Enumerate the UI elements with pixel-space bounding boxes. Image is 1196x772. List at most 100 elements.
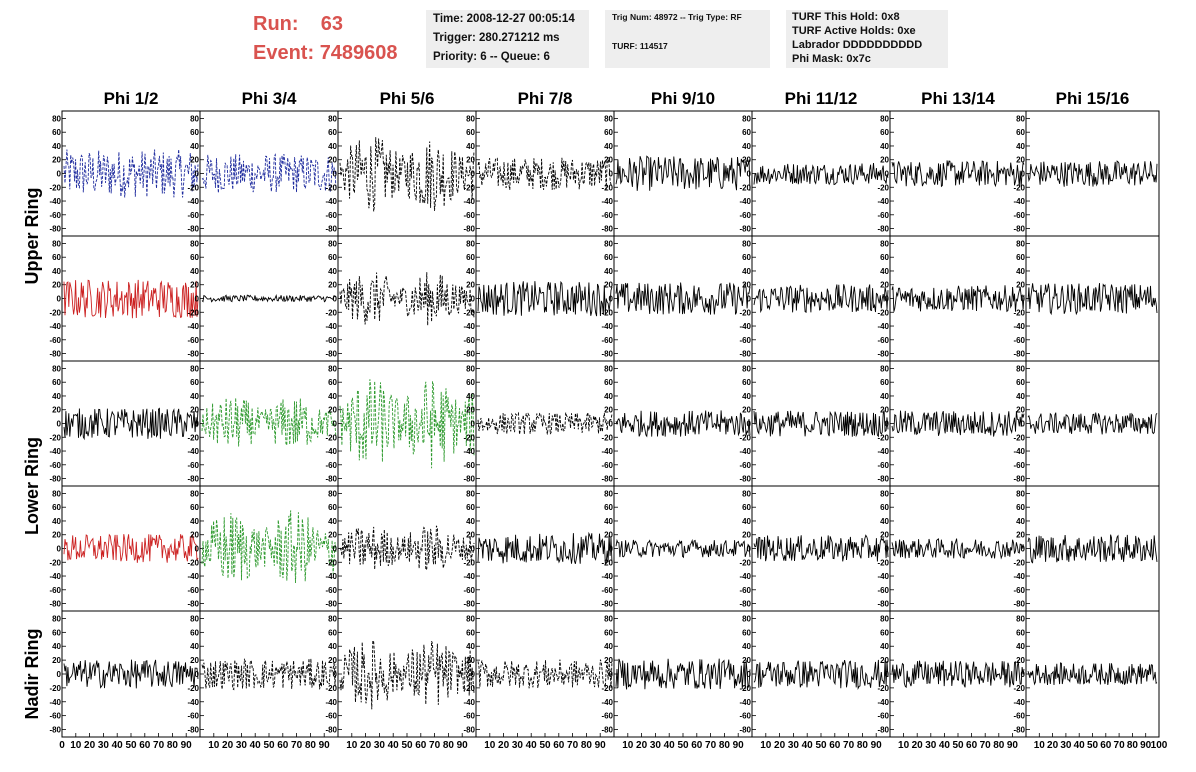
- waveform-trace: [891, 538, 1025, 560]
- y-tick-label: 80: [742, 114, 751, 123]
- y-tick-label: 40: [742, 142, 751, 151]
- y-tick-label: 20: [328, 156, 337, 165]
- waveform-trace: [477, 659, 613, 689]
- y-tick-label: -40: [325, 197, 337, 206]
- y-tick-label: 60: [190, 503, 199, 512]
- y-tick-label: 0: [195, 170, 200, 179]
- y-tick-label: 40: [52, 642, 61, 651]
- y-tick-label: -60: [49, 461, 61, 470]
- panel-frame: [1025, 360, 1160, 487]
- row-header: Nadir Ring: [22, 628, 42, 719]
- y-tick-label: -80: [1013, 225, 1025, 234]
- row-header: Lower Ring: [22, 437, 42, 535]
- y-tick-label: 0: [57, 670, 62, 679]
- panel-frame: [1025, 110, 1160, 237]
- y-tick-label: -40: [877, 698, 889, 707]
- y-tick-label: 20: [742, 406, 751, 415]
- y-tick-label: -80: [463, 225, 475, 234]
- y-tick-label: 40: [880, 392, 889, 401]
- y-tick-label: 0: [747, 545, 752, 554]
- y-tick-label: -60: [463, 712, 475, 721]
- x-tick-label: 80: [167, 740, 179, 751]
- y-tick-label: 40: [328, 517, 337, 526]
- waveform-trace: [63, 533, 199, 563]
- y-tick-label: 20: [52, 156, 61, 165]
- y-tick-label: 40: [466, 392, 475, 401]
- x-tick-label: 40: [526, 740, 538, 751]
- y-tick-label: -40: [463, 447, 475, 456]
- y-tick-label: -60: [739, 586, 751, 595]
- y-tick-label: -20: [463, 183, 475, 192]
- y-tick-label: 60: [328, 253, 337, 262]
- y-tick-label: 0: [471, 170, 476, 179]
- y-tick-label: -40: [1013, 572, 1025, 581]
- waveform-trace: [891, 285, 1025, 313]
- y-tick-label: -40: [1013, 197, 1025, 206]
- priority-text: Priority: 6 -- Queue: 6: [433, 51, 550, 63]
- phi-mask-text: Phi Mask: 0x7c: [792, 53, 871, 65]
- x-tick-label: 90: [733, 740, 745, 751]
- y-tick-label: 80: [1016, 489, 1025, 498]
- event-label: Event:: [253, 42, 315, 64]
- y-tick-label: 80: [328, 364, 337, 373]
- y-tick-label: -80: [877, 350, 889, 359]
- x-tick-label: 50: [952, 740, 964, 751]
- y-tick-label: 40: [328, 142, 337, 151]
- y-tick-label: 60: [880, 378, 889, 387]
- y-tick-label: 60: [466, 128, 475, 137]
- y-tick-label: -40: [1013, 698, 1025, 707]
- x-tick-label: 10: [208, 740, 220, 751]
- x-tick-label: 60: [139, 740, 151, 751]
- y-tick-label: -80: [877, 600, 889, 609]
- y-tick-label: 80: [742, 489, 751, 498]
- waveform-trace: [615, 538, 751, 559]
- y-tick-label: -80: [49, 600, 61, 609]
- column-header: Phi 11/12: [785, 89, 858, 108]
- y-tick-label: 40: [52, 392, 61, 401]
- y-tick-label: -40: [49, 447, 61, 456]
- y-tick-label: -20: [463, 684, 475, 693]
- y-tick-label: 20: [742, 656, 751, 665]
- y-tick-label: 0: [609, 420, 614, 429]
- y-tick-label: -40: [49, 322, 61, 331]
- y-tick-label: 80: [742, 614, 751, 623]
- waveform-trace: [339, 137, 475, 212]
- y-tick-label: 40: [190, 142, 199, 151]
- y-tick-label: 0: [471, 420, 476, 429]
- y-tick-label: -60: [739, 336, 751, 345]
- y-tick-label: -20: [877, 558, 889, 567]
- y-tick-label: 0: [885, 295, 890, 304]
- panel-frame: [199, 110, 339, 237]
- y-tick-label: -80: [877, 475, 889, 484]
- y-tick-label: 80: [466, 489, 475, 498]
- x-tick-label: 90: [595, 740, 607, 751]
- y-tick-label: -20: [49, 684, 61, 693]
- y-tick-label: -20: [877, 433, 889, 442]
- y-tick-label: -60: [325, 712, 337, 721]
- y-tick-label: 0: [1021, 295, 1026, 304]
- trigger-text: Trigger: 280.271212 ms: [433, 32, 560, 44]
- y-tick-label: -80: [463, 726, 475, 735]
- y-tick-label: -80: [1013, 475, 1025, 484]
- waveform-trace: [615, 282, 751, 315]
- y-tick-label: 60: [466, 378, 475, 387]
- y-tick-label: 20: [604, 656, 613, 665]
- y-tick-label: 20: [328, 531, 337, 540]
- y-tick-label: 60: [52, 253, 61, 262]
- y-tick-label: 0: [885, 420, 890, 429]
- column-header: Phi 5/6: [380, 89, 435, 108]
- y-tick-label: 40: [328, 392, 337, 401]
- y-tick-label: -60: [463, 336, 475, 345]
- waveform-trace: [1027, 662, 1158, 686]
- x-tick-label: 60: [829, 740, 841, 751]
- y-tick-label: 40: [742, 392, 751, 401]
- y-tick-label: -60: [1013, 336, 1025, 345]
- y-tick-label: -40: [463, 572, 475, 581]
- y-tick-label: -20: [1013, 684, 1025, 693]
- y-tick-label: 80: [328, 239, 337, 248]
- x-tick-label: 30: [512, 740, 524, 751]
- y-tick-label: -80: [463, 475, 475, 484]
- y-tick-label: -80: [739, 475, 751, 484]
- x-tick-label: 90: [319, 740, 331, 751]
- y-tick-label: 40: [52, 267, 61, 276]
